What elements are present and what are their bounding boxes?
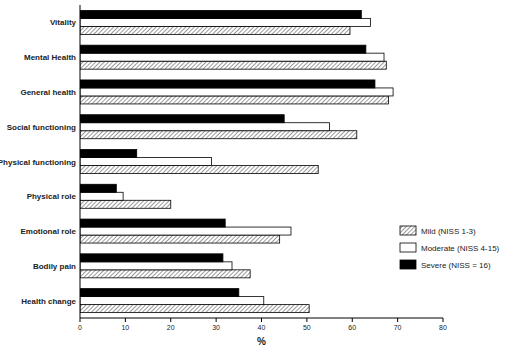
bar xyxy=(80,131,357,139)
x-tick-label: 20 xyxy=(167,324,175,331)
bar xyxy=(80,158,212,166)
x-tick xyxy=(216,318,217,322)
bar xyxy=(80,235,280,243)
x-tick-label: 40 xyxy=(258,324,266,331)
bar xyxy=(80,184,116,192)
x-axis-label: % xyxy=(257,336,266,347)
x-tick-label: 30 xyxy=(212,324,220,331)
bar xyxy=(80,289,239,297)
category-label: Physical role xyxy=(27,192,77,201)
category-label: Physical functioning xyxy=(0,158,76,167)
bar xyxy=(80,262,232,270)
x-tick xyxy=(306,318,307,322)
legend-label: Severe (NISS = 16) xyxy=(421,261,491,270)
category-label: Bodily pain xyxy=(33,262,76,271)
bar xyxy=(80,297,264,305)
bar xyxy=(80,123,330,131)
bar xyxy=(80,166,318,174)
bar xyxy=(80,53,384,61)
x-tick xyxy=(397,318,398,322)
category-label: Vitality xyxy=(50,18,77,27)
bar xyxy=(80,150,137,158)
bar xyxy=(80,270,250,278)
x-tick xyxy=(125,318,126,322)
category-label: General health xyxy=(20,88,76,97)
bar xyxy=(80,219,225,227)
x-tick xyxy=(352,318,353,322)
category-label: Emotional role xyxy=(20,227,76,236)
bar xyxy=(80,80,375,88)
x-tick xyxy=(170,318,171,322)
category-label: Social functioning xyxy=(7,123,76,132)
bar xyxy=(80,115,284,123)
x-tick xyxy=(261,318,262,322)
bar xyxy=(80,88,393,96)
legend-swatch xyxy=(400,243,416,252)
x-tick-label: 10 xyxy=(121,324,129,331)
bar xyxy=(80,192,123,200)
x-tick-label: 0 xyxy=(78,324,82,331)
x-tick-label: 50 xyxy=(303,324,311,331)
bar xyxy=(80,26,350,34)
category-label: Health change xyxy=(21,297,76,306)
x-tick xyxy=(80,318,81,322)
legend-swatch xyxy=(400,260,416,269)
bar xyxy=(80,305,309,313)
x-tick-label: 60 xyxy=(348,324,356,331)
bar xyxy=(80,96,389,104)
legend-label: Mild (NISS 1-3) xyxy=(421,227,476,236)
bar xyxy=(80,254,223,262)
y-axis xyxy=(80,5,81,318)
bar xyxy=(80,45,366,53)
category-label: Mental Health xyxy=(24,53,76,62)
bar xyxy=(80,200,171,208)
bar xyxy=(80,227,291,235)
chart: Vitality Mental Health General health Socia… xyxy=(0,0,527,361)
bar xyxy=(80,10,361,18)
x-tick xyxy=(443,318,444,322)
x-tick-label: 70 xyxy=(394,324,402,331)
x-tick-label: 80 xyxy=(439,324,447,331)
legend-label: Moderate (NISS 4-15) xyxy=(421,244,500,253)
bar xyxy=(80,61,386,69)
legend-swatch xyxy=(400,226,416,235)
bars xyxy=(80,10,393,312)
bar xyxy=(80,18,370,26)
